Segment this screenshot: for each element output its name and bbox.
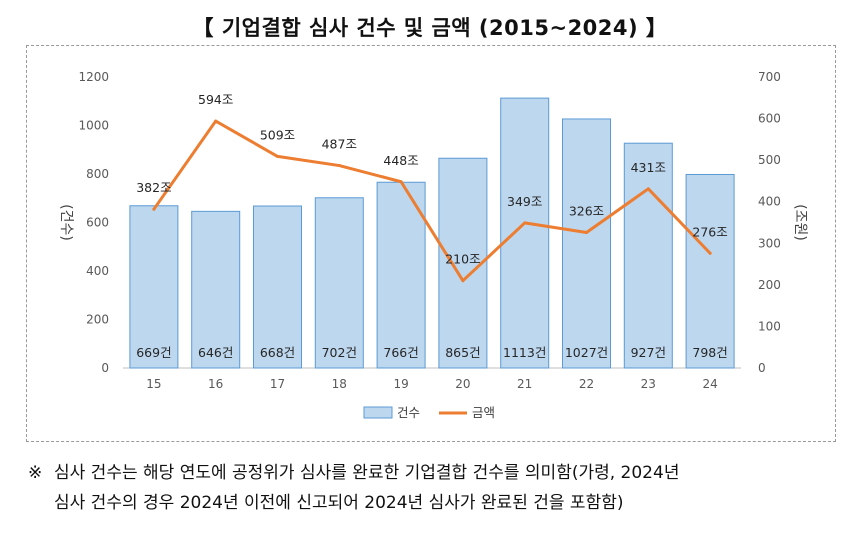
left-tick-label: 800	[86, 167, 109, 181]
left-tick-label: 400	[86, 264, 109, 278]
line-data-label: 382조	[136, 180, 171, 195]
line-path	[152, 119, 712, 283]
left-tick-label: 1000	[78, 119, 109, 133]
bar	[500, 97, 550, 369]
right-tick-label: 600	[758, 112, 781, 126]
footnote: ※ 심사 건수는 해당 연도에 공정위가 심사를 완료한 기업결합 건수를 의미함…	[28, 458, 844, 518]
left-axis: 0 200 400 600 800 1000 1200 (건수)	[58, 70, 109, 375]
line-point	[708, 251, 712, 255]
right-tick-label: 400	[758, 195, 781, 209]
x-tick-label: 17	[270, 377, 285, 391]
bar	[314, 197, 364, 369]
x-tick-label: 23	[641, 377, 656, 391]
left-axis-label: (건수)	[58, 204, 74, 241]
right-axis-label: (조원)	[792, 204, 808, 241]
bar-series: 669건 646건 668건 702건 766건 865건 1113건 1027건 927건 79…	[129, 97, 735, 369]
line-point	[214, 119, 218, 123]
line-point	[461, 279, 465, 283]
line-point	[646, 187, 650, 191]
bar	[685, 173, 735, 369]
line-data-label: 487조	[322, 137, 357, 152]
line-point	[399, 180, 403, 184]
bar	[253, 205, 302, 369]
x-tick-label: 22	[579, 377, 594, 391]
line-data-label: 509조	[260, 127, 295, 142]
bar-data-label: 798건	[692, 345, 727, 360]
line-point	[276, 154, 279, 158]
right-axis: 0 100 200 300 400 500 600 700 (조원)	[758, 70, 808, 375]
x-tick-label: 16	[208, 377, 223, 391]
line-point	[523, 221, 527, 225]
bar-data-label: 702건	[322, 345, 357, 360]
line-data-label: 349조	[507, 194, 542, 209]
footnote-mark: ※	[28, 463, 43, 483]
footnote-line-2: 심사 건수의 경우 2024년 이전에 신고되어 2024년 심사가 완료된 건…	[54, 493, 624, 513]
right-tick-label: 700	[758, 70, 781, 84]
chart-frame	[26, 45, 836, 442]
legend-bar-swatch	[363, 406, 393, 419]
left-tick-label: 1200	[78, 70, 109, 84]
bar-data-label: 668건	[260, 345, 295, 360]
bar-data-label: 927건	[631, 345, 666, 360]
legend-bar-label: 건수	[397, 405, 420, 420]
bar	[562, 118, 611, 369]
bar	[129, 205, 179, 369]
right-tick-label: 200	[758, 278, 781, 292]
line-point	[337, 164, 341, 168]
legend-line-label: 금액	[472, 405, 495, 420]
left-tick-label: 600	[86, 216, 109, 230]
x-tick-label: 15	[146, 377, 161, 391]
bar-data-label: 1113건	[503, 345, 546, 360]
bar-data-label: 669건	[136, 345, 171, 360]
bar-data-label: 646건	[198, 345, 233, 360]
bar	[438, 157, 488, 369]
line-data-label: 594조	[198, 92, 233, 107]
line-data-label: 276조	[692, 224, 727, 239]
bar-data-label: 1027건	[565, 345, 608, 360]
line-point	[152, 207, 156, 211]
right-tick-label: 300	[758, 236, 781, 250]
left-tick-label: 200	[86, 313, 109, 327]
legend: 건수 금액	[363, 405, 495, 420]
line-series: 382조 594조 509조 487조 448조 210조 349조 326조 431조 276조	[136, 92, 728, 283]
combo-chart: 0 200 400 600 800 1000 1200 (건수) 0 100 200 300 400 5…	[58, 70, 808, 420]
right-tick-label: 500	[758, 153, 781, 167]
x-tick-label: 20	[455, 377, 470, 391]
chart-title: 【 기업결합 심사 건수 및 금액 (2015~2024) 】	[192, 16, 668, 40]
x-tick-label: 24	[702, 377, 717, 391]
bar	[623, 142, 673, 369]
line-data-label: 431조	[631, 160, 666, 175]
x-tick-label: 21	[517, 377, 532, 391]
bar-data-label: 865건	[445, 345, 480, 360]
right-tick-label: 0	[758, 361, 766, 375]
x-tick-label: 18	[332, 377, 347, 391]
left-tick-label: 0	[101, 361, 109, 375]
x-tick-label: 19	[393, 377, 408, 391]
right-tick-label: 100	[758, 319, 781, 333]
line-point	[585, 230, 588, 234]
x-axis: 15 16 17 18 19 20 21 22 23 24	[123, 367, 741, 391]
line-data-label: 326조	[569, 203, 604, 218]
bar-data-label: 766건	[383, 345, 418, 360]
line-data-label: 448조	[383, 153, 418, 168]
bar	[191, 210, 241, 369]
footnote-line-1: 심사 건수는 해당 연도에 공정위가 심사를 완료한 기업결합 건수를 의미함(…	[54, 463, 680, 483]
line-data-label: 210조	[445, 252, 480, 267]
bar	[376, 181, 426, 369]
